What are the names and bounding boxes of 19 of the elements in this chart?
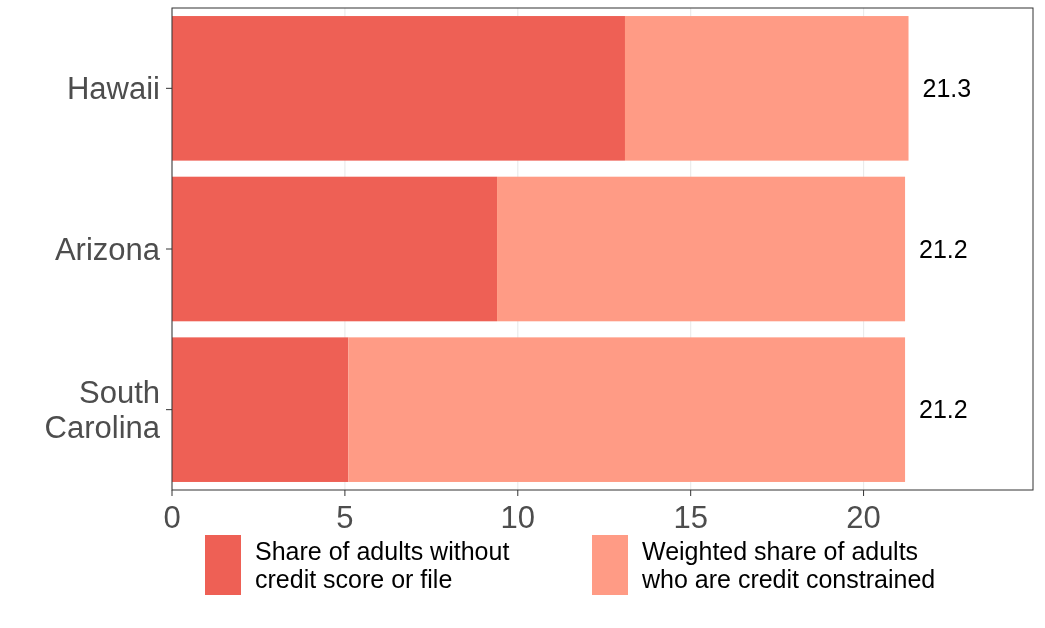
bar xyxy=(172,337,349,482)
x-tick-label: 15 xyxy=(673,500,708,535)
y-tick-label: South Carolina xyxy=(44,375,161,445)
y-tick-label: Arizona xyxy=(54,231,161,267)
total-label: 21.3 xyxy=(922,74,972,103)
x-tick-label: 0 xyxy=(163,500,181,535)
x-tick-label: 20 xyxy=(846,500,881,535)
x-tick-label: 10 xyxy=(500,500,536,535)
total-label: 21.2 xyxy=(919,395,968,424)
y-tick-label: Hawaii xyxy=(66,71,160,107)
legend-label: Share of adults without credit score or file xyxy=(255,537,510,593)
bar xyxy=(497,176,906,322)
x-tick-label: 5 xyxy=(336,500,354,535)
bar xyxy=(624,16,909,161)
bar xyxy=(172,176,498,322)
bar xyxy=(348,337,906,482)
total-label: 21.2 xyxy=(919,234,968,263)
legend-label: Weighted share of adults who are credit constrained xyxy=(641,537,936,593)
bar xyxy=(172,16,625,161)
